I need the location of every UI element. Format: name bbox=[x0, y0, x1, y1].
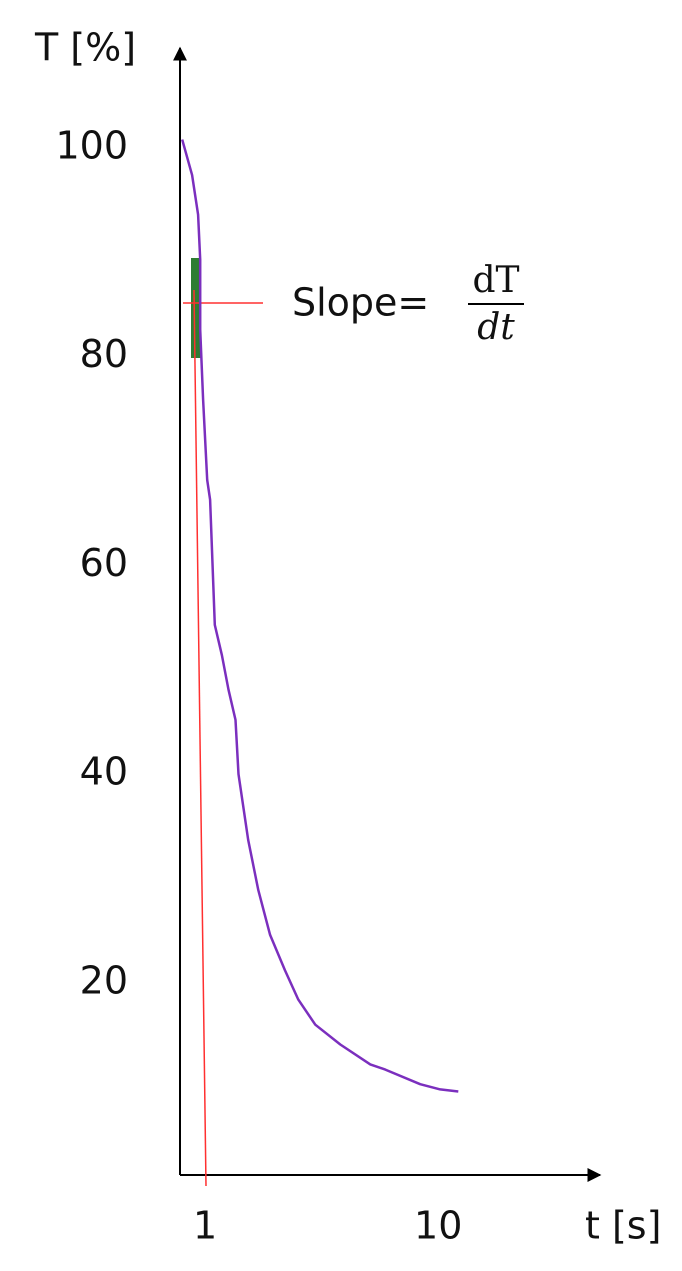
slope-numerator: dT bbox=[472, 260, 519, 301]
y-axis-label: T [%] bbox=[34, 26, 136, 70]
y-tick-label: 40 bbox=[80, 750, 128, 794]
y-tick-label: 60 bbox=[80, 541, 128, 585]
highlight-segment bbox=[191, 258, 201, 358]
slope-label: Slope= bbox=[292, 281, 429, 325]
slope-denominator: dt bbox=[477, 307, 515, 348]
y-tick-label: 100 bbox=[55, 123, 128, 167]
y-tick-label: 20 bbox=[80, 958, 128, 1002]
x-tick-label: 1 bbox=[193, 1204, 217, 1248]
tangent-line bbox=[193, 289, 207, 1187]
data-line bbox=[180, 139, 459, 1093]
x-tick-label: 10 bbox=[414, 1204, 462, 1248]
x-axis-label: t [s] bbox=[585, 1204, 661, 1248]
y-tick-label: 80 bbox=[80, 332, 128, 376]
